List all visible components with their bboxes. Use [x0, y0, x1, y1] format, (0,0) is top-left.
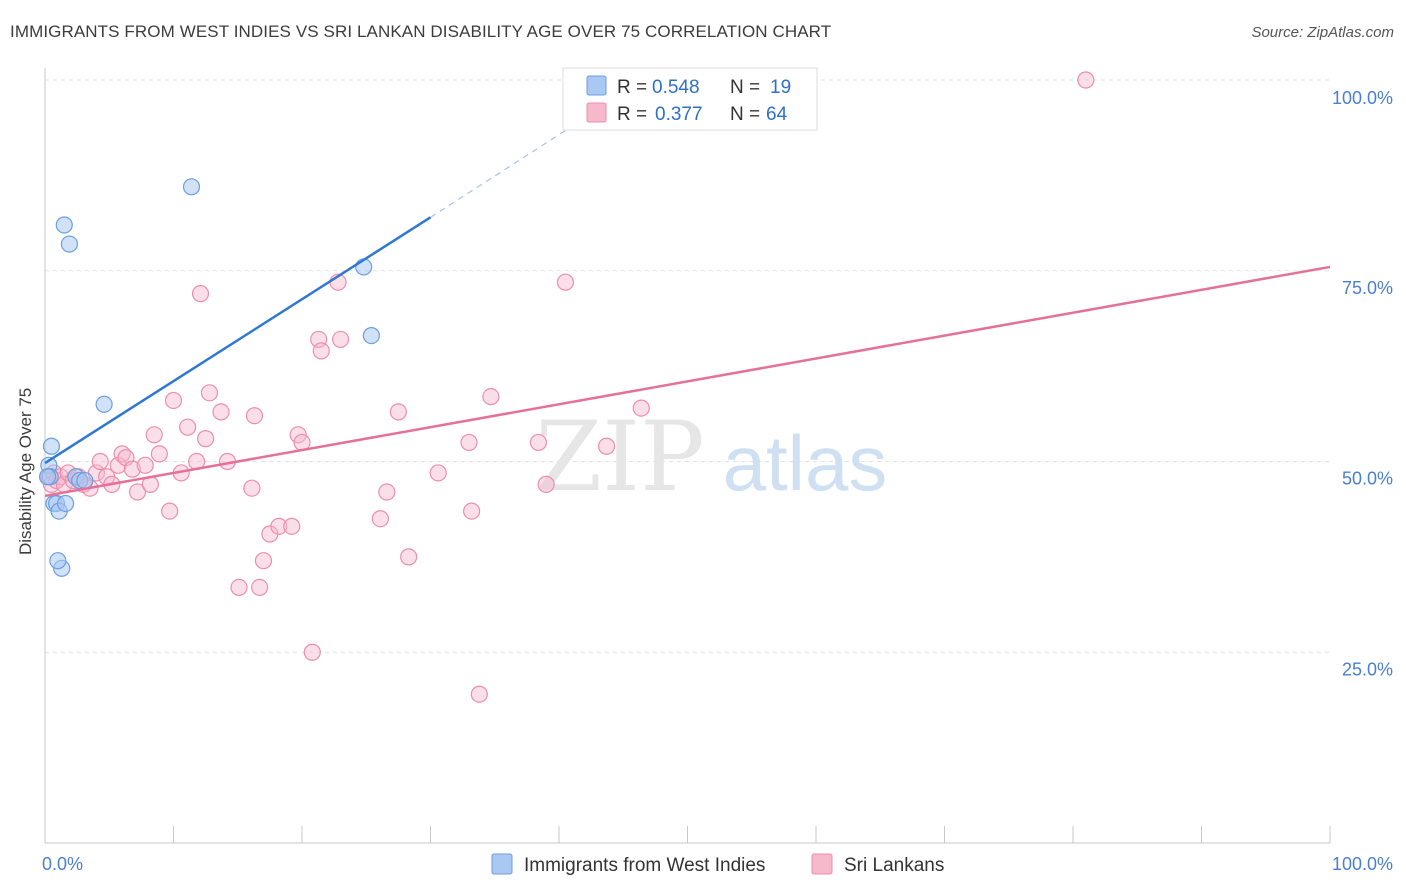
legend-r-label-2: R = [617, 104, 647, 125]
west-indies-point [55, 216, 73, 234]
legend-swatch-blue [586, 75, 607, 96]
west-indies-point [182, 178, 201, 196]
sri-lankans-point [270, 517, 288, 535]
legend-label-west-indies: Immigrants from West Indies [524, 855, 765, 876]
sri-lankans-point [212, 403, 230, 421]
legend-swatch-sri-lankans [811, 853, 833, 875]
y-tick-label: 50.0% [1342, 469, 1393, 489]
sri-lankans-point [371, 510, 389, 528]
sri-lankans-point [400, 548, 418, 566]
sri-lankans-point [243, 479, 261, 497]
x-tick-label-max: 100.0% [1332, 854, 1393, 874]
watermark-zip: ZIP [535, 401, 704, 513]
sri-lankans-point [283, 517, 301, 535]
west-indies-point [95, 395, 113, 413]
sri-lankans-point [91, 452, 109, 471]
sri-lankans-point [331, 330, 350, 349]
legend-n-label-2: N = [730, 104, 760, 125]
sri-lankans-point [632, 399, 650, 417]
west-indies-point [49, 552, 67, 570]
legend-swatch-pink [586, 102, 607, 123]
west-indies-point [362, 327, 380, 345]
watermark: ZIP atlas [535, 401, 887, 513]
sri-lankans-point [250, 578, 269, 596]
sri-lankans-point [460, 433, 478, 452]
x-tick-label-min: 0.0% [42, 854, 83, 874]
sri-lankans-point [378, 483, 396, 501]
sri-lankans-point [429, 464, 447, 482]
sri-lankans-point [556, 273, 575, 291]
legend-r-value-2: 0.377 [655, 104, 703, 125]
chart-title: IMMIGRANTS FROM WEST INDIES VS SRI LANKA… [10, 22, 832, 41]
legend-n-value-1: 19 [770, 77, 791, 98]
sri-lankans-points [40, 71, 1095, 703]
sri-lankans-point [482, 388, 500, 406]
sri-lankans-trend-line [44, 265, 1331, 498]
y-tick-label: 25.0% [1342, 659, 1393, 679]
sri-lankans-point [1077, 71, 1095, 89]
legend-n-label-1: N = [730, 77, 760, 98]
sri-lankans-point [145, 426, 163, 444]
sri-lankans-point [312, 342, 330, 360]
sri-lankans-point [389, 403, 407, 421]
west-indies-trend-extension [430, 117, 586, 218]
west-indies-point [56, 494, 75, 513]
legend-n-value-2: 64 [766, 104, 788, 125]
sri-lankans-point [529, 433, 548, 452]
sri-lankans-point [254, 552, 273, 570]
sri-lankans-point [197, 430, 215, 448]
sri-lankans-point [463, 502, 481, 520]
top-legend: R = 0.548 N = 19 R = 0.377 N = 64 [562, 67, 818, 131]
legend-r-label-1: R = [617, 77, 647, 98]
sri-lankans-point [191, 285, 210, 303]
sri-lankans-point [597, 437, 616, 455]
west-indies-point [60, 235, 79, 253]
west-indies-trend-line [44, 216, 432, 465]
sri-lankans-point [123, 460, 141, 478]
west-indies-point [42, 437, 61, 455]
west-indies-point [76, 471, 94, 490]
y-tick-label: 75.0% [1342, 278, 1393, 298]
sri-lankans-point [164, 391, 183, 410]
sri-lankans-point [128, 483, 147, 501]
legend-r-value-1: 0.548 [652, 77, 700, 98]
trend-lines [44, 117, 1331, 498]
sri-lankans-point [245, 407, 264, 425]
axes: 0.0% 100.0% [42, 68, 1393, 874]
watermark-atlas: atlas [723, 419, 888, 507]
sri-lankans-point [161, 502, 179, 520]
legend-label-sri-lankans: Sri Lankans [844, 855, 944, 876]
sri-lankans-point [230, 578, 248, 596]
sri-lankans-point [537, 475, 555, 493]
sri-lankans-point [200, 384, 219, 402]
y-tick-label: 100.0% [1332, 88, 1393, 108]
sri-lankans-point [136, 456, 154, 474]
legend-swatch-west-indies [491, 853, 513, 875]
sri-lankans-point [150, 445, 168, 463]
sri-lankans-point [470, 685, 488, 703]
west-indies-points [38, 178, 380, 577]
sri-lankans-point [179, 418, 197, 436]
source-label: Source: ZipAtlas.com [1251, 24, 1394, 41]
sri-lankans-point [303, 643, 321, 661]
bottom-legend: Immigrants from West Indies Sri Lankans [491, 853, 944, 876]
west-indies-point [38, 468, 57, 486]
